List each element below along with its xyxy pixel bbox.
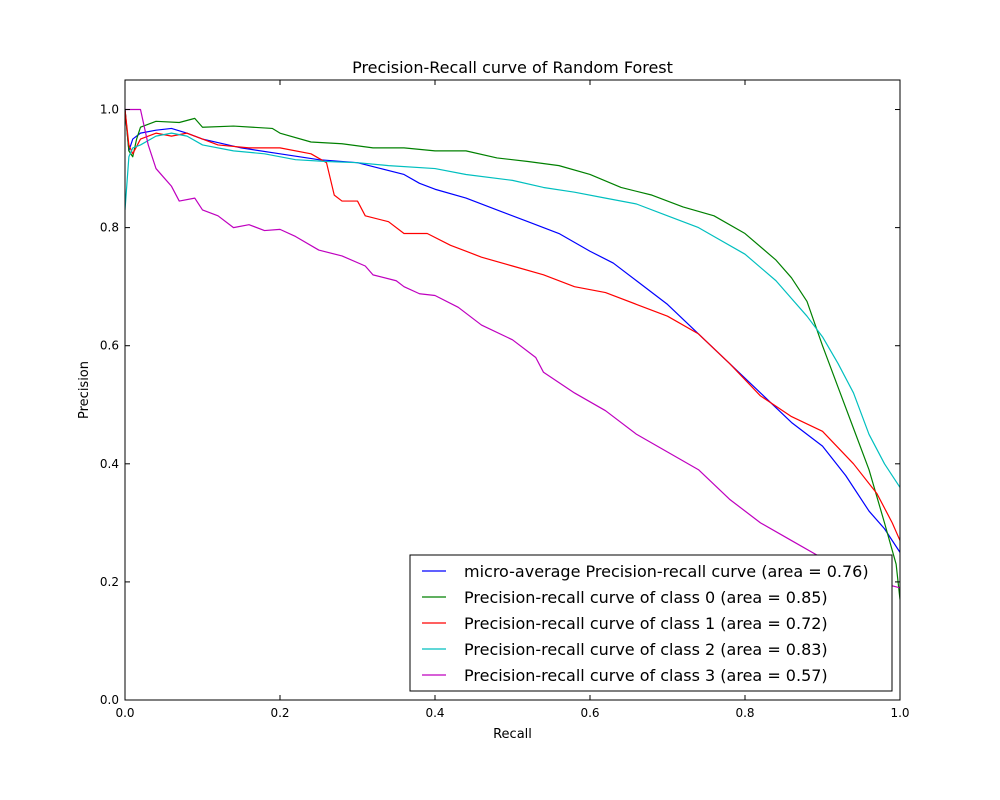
x-tick-label: 1.0 [890,706,909,720]
legend-label-2: Precision-recall curve of class 1 (area … [464,614,828,633]
series-line-1 [125,109,900,600]
chart-title: Precision-Recall curve of Random Forest [352,58,673,77]
series-lines [125,108,900,600]
legend: micro-average Precision-recall curve (ar… [409,554,893,692]
y-tick-label: 0.0 [100,693,119,707]
y-tick-label: 0.6 [100,339,119,353]
y-tick-label: 0.4 [100,457,119,471]
series-line-0 [125,109,900,553]
legend-box [409,554,893,692]
y-axis-ticks: 0.0 0.2 0.4 0.6 0.8 1.0 [100,103,900,707]
plot-area-frame [124,79,901,701]
x-tick-label: 0.8 [735,706,754,720]
legend-label-4: Precision-recall curve of class 3 (area … [464,666,828,685]
legend-label-0: micro-average Precision-recall curve (ar… [464,562,869,581]
series-line-2 [125,109,900,541]
x-tick-label: 0.0 [115,706,134,720]
y-axis-label: Precision [77,361,92,419]
x-axis-label: Recall [493,727,532,742]
x-tick-label: 0.2 [270,706,289,720]
x-axis-ticks: 0.0 0.2 0.4 0.6 0.8 1.0 [115,80,910,720]
legend-label-3: Precision-recall curve of class 2 (area … [464,640,828,659]
y-tick-label: 1.0 [100,103,119,117]
y-tick-label: 0.8 [100,221,119,235]
legend-label-1: Precision-recall curve of class 0 (area … [464,588,828,607]
series-line-4 [125,108,900,589]
x-tick-label: 0.4 [425,706,444,720]
x-tick-label: 0.6 [580,706,599,720]
y-tick-label: 0.2 [100,575,119,589]
series-line-3 [125,132,900,488]
